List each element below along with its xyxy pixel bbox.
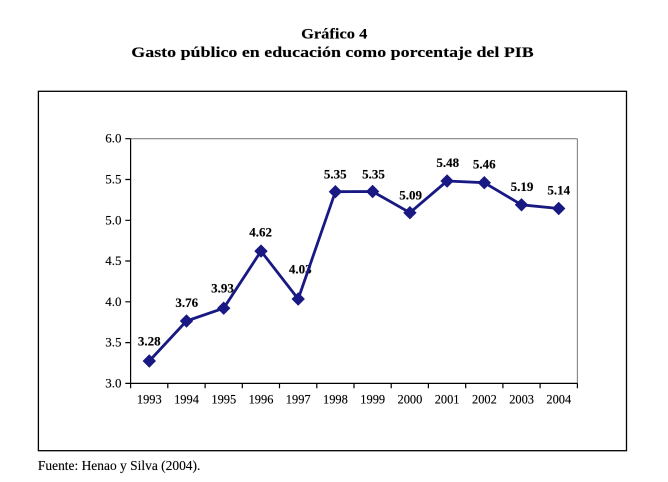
svg-text:5.48: 5.48 [436,155,459,170]
svg-text:1999: 1999 [360,392,385,406]
svg-text:1998: 1998 [323,392,348,406]
svg-text:5.35: 5.35 [324,166,347,181]
svg-text:2004: 2004 [546,392,571,406]
svg-text:3.5: 3.5 [105,335,121,350]
svg-text:5.46: 5.46 [473,157,496,172]
svg-text:Fuente: Henao y Silva (2004).: Fuente: Henao y Silva (2004). [38,458,201,473]
svg-text:5.14: 5.14 [547,183,570,198]
svg-text:2000: 2000 [398,392,423,406]
svg-text:6.0: 6.0 [105,131,121,146]
svg-text:3.0: 3.0 [105,375,121,390]
svg-text:3.93: 3.93 [211,281,234,296]
svg-text:5.09: 5.09 [399,187,422,202]
svg-text:Gráfico 4: Gráfico 4 [301,26,368,42]
svg-text:4.62: 4.62 [249,225,272,240]
svg-text:2003: 2003 [509,392,534,406]
svg-text:4.0: 4.0 [105,294,121,309]
svg-text:5.19: 5.19 [511,179,534,194]
svg-text:3.76: 3.76 [175,295,198,310]
svg-text:2002: 2002 [472,392,497,406]
svg-text:3.28: 3.28 [138,334,161,349]
svg-text:4.5: 4.5 [105,253,121,268]
svg-text:1997: 1997 [286,392,311,406]
svg-text:1996: 1996 [249,392,274,406]
svg-text:5.35: 5.35 [362,166,385,181]
svg-text:5.0: 5.0 [105,212,121,227]
svg-text:5.5: 5.5 [105,172,121,187]
svg-text:1994: 1994 [174,392,199,406]
svg-text:1993: 1993 [137,392,162,406]
svg-text:Gasto público en educación com: Gasto público en educación como porcenta… [131,45,534,61]
svg-text:1995: 1995 [211,392,236,406]
svg-text:2001: 2001 [435,392,460,406]
